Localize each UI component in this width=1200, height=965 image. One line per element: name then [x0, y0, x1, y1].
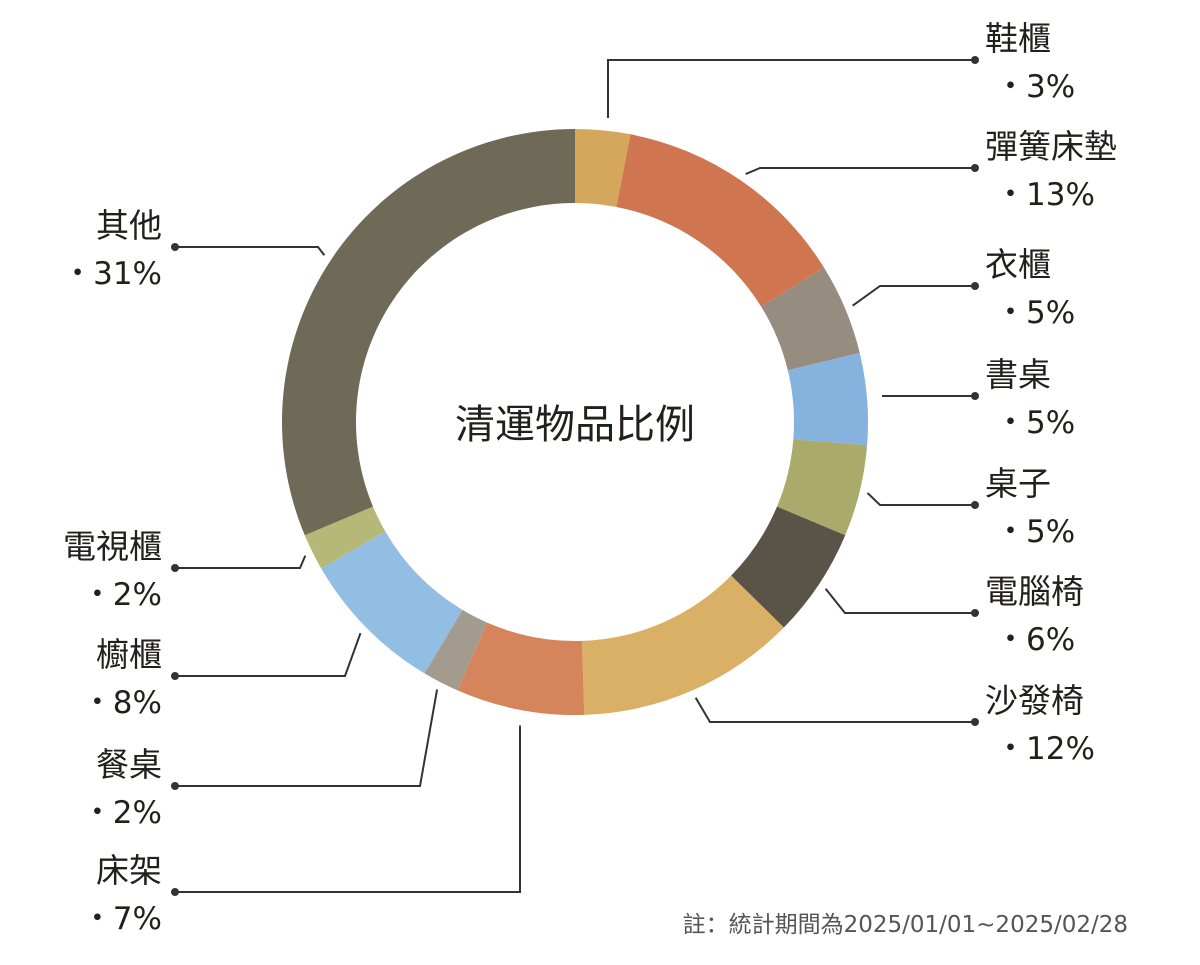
leader-line-3	[852, 285, 975, 307]
leader-dot-3	[971, 282, 979, 290]
slice-value-label-9: ・2%	[82, 795, 162, 831]
slice-3	[761, 267, 860, 371]
slice-label-2: 彈簧床墊	[985, 127, 1117, 166]
leader-dot-7	[971, 718, 979, 726]
slice-label-8: 床架	[96, 851, 162, 890]
slice-value-label-6: ・6%	[995, 622, 1075, 658]
slice-label-6: 電腦椅	[985, 572, 1084, 611]
chart-title: 清運物品比例	[455, 402, 695, 448]
leader-dot-11	[171, 564, 179, 572]
leader-dot-12	[171, 243, 179, 251]
chart-note: 註：統計期間為2025/01/01~2025/02/28	[683, 912, 1128, 938]
leader-line-11	[175, 555, 307, 569]
leader-line-5	[866, 492, 975, 506]
leader-dot-4	[971, 392, 979, 400]
slice-value-label-11: ・2%	[82, 577, 162, 613]
slice-value-label-7: ・12%	[995, 731, 1095, 767]
leader-line-7	[694, 697, 975, 723]
slice-label-7: 沙發椅	[985, 681, 1084, 720]
slice-label-9: 餐桌	[96, 745, 162, 784]
slice-11	[304, 506, 386, 569]
leader-lines	[171, 56, 979, 896]
slice-9	[424, 609, 488, 691]
leader-dot-1	[971, 56, 979, 64]
slice-4	[787, 352, 868, 446]
slice-5	[776, 439, 868, 536]
slice-value-label-5: ・5%	[995, 514, 1075, 550]
slice-label-1: 鞋櫃	[985, 19, 1051, 58]
leader-line-12	[175, 246, 326, 256]
slice-label-11: 電視櫃	[63, 527, 162, 566]
slice-value-label-8: ・7%	[82, 901, 162, 937]
leader-dot-10	[171, 672, 179, 680]
leader-dot-9	[171, 782, 179, 790]
slice-10	[321, 531, 463, 674]
leader-line-6	[824, 588, 975, 614]
leader-line-9	[175, 689, 439, 787]
slice-value-label-2: ・13%	[995, 177, 1095, 213]
slice-label-4: 書桌	[985, 355, 1051, 394]
leader-line-8	[175, 725, 521, 893]
donut-slices	[281, 129, 868, 715]
leader-line-2	[745, 167, 975, 175]
slice-7	[581, 575, 784, 715]
slice-value-label-4: ・5%	[995, 405, 1075, 441]
slice-label-3: 衣櫃	[985, 245, 1051, 284]
leader-line-1	[607, 59, 975, 118]
leader-dot-8	[171, 888, 179, 896]
slice-6	[731, 506, 846, 628]
slice-label-10: 櫥櫃	[96, 635, 162, 674]
leader-dot-5	[971, 501, 979, 509]
leader-dot-2	[971, 164, 979, 172]
slice-value-label-10: ・8%	[82, 685, 162, 721]
slice-8	[457, 622, 585, 715]
slice-label-5: 桌子	[985, 464, 1051, 503]
slice-value-label-3: ・5%	[995, 295, 1075, 331]
slice-1	[575, 129, 631, 207]
slice-value-label-1: ・3%	[995, 69, 1075, 105]
leader-dot-6	[971, 609, 979, 617]
slice-2	[616, 134, 824, 307]
slice-12	[281, 129, 575, 536]
slice-labels: 鞋櫃・3%彈簧床墊・13%衣櫃・5%書桌・5%桌子・5%電腦椅・6%沙發椅・12…	[62, 19, 1117, 937]
leader-line-10	[175, 632, 362, 677]
slice-label-12: 其他	[96, 206, 162, 245]
slice-value-label-12: ・31%	[62, 256, 162, 292]
